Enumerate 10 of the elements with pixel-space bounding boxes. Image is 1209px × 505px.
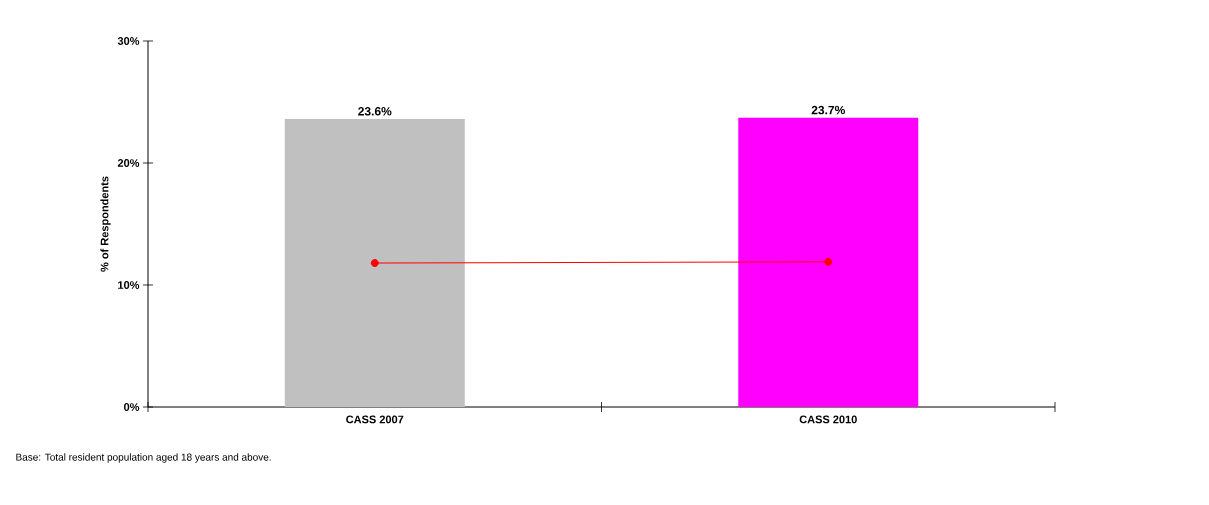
x-tick-label: CASS 2010 [799,415,857,424]
text: Base: Total resident population aged 18 years and above. [16,453,271,463]
x-tick-label: CASS 2007 [346,415,404,424]
data-label: 23.7% [811,105,845,115]
y-tick-label: 30% [117,37,140,45]
y-tick-label: 0% [124,403,140,411]
y-tick-label: 20% [117,159,140,167]
y-tick-label: 10% [118,281,140,289]
data-label: 23.6% [358,107,392,116]
y-axis-title: % of Respondents [100,176,111,272]
